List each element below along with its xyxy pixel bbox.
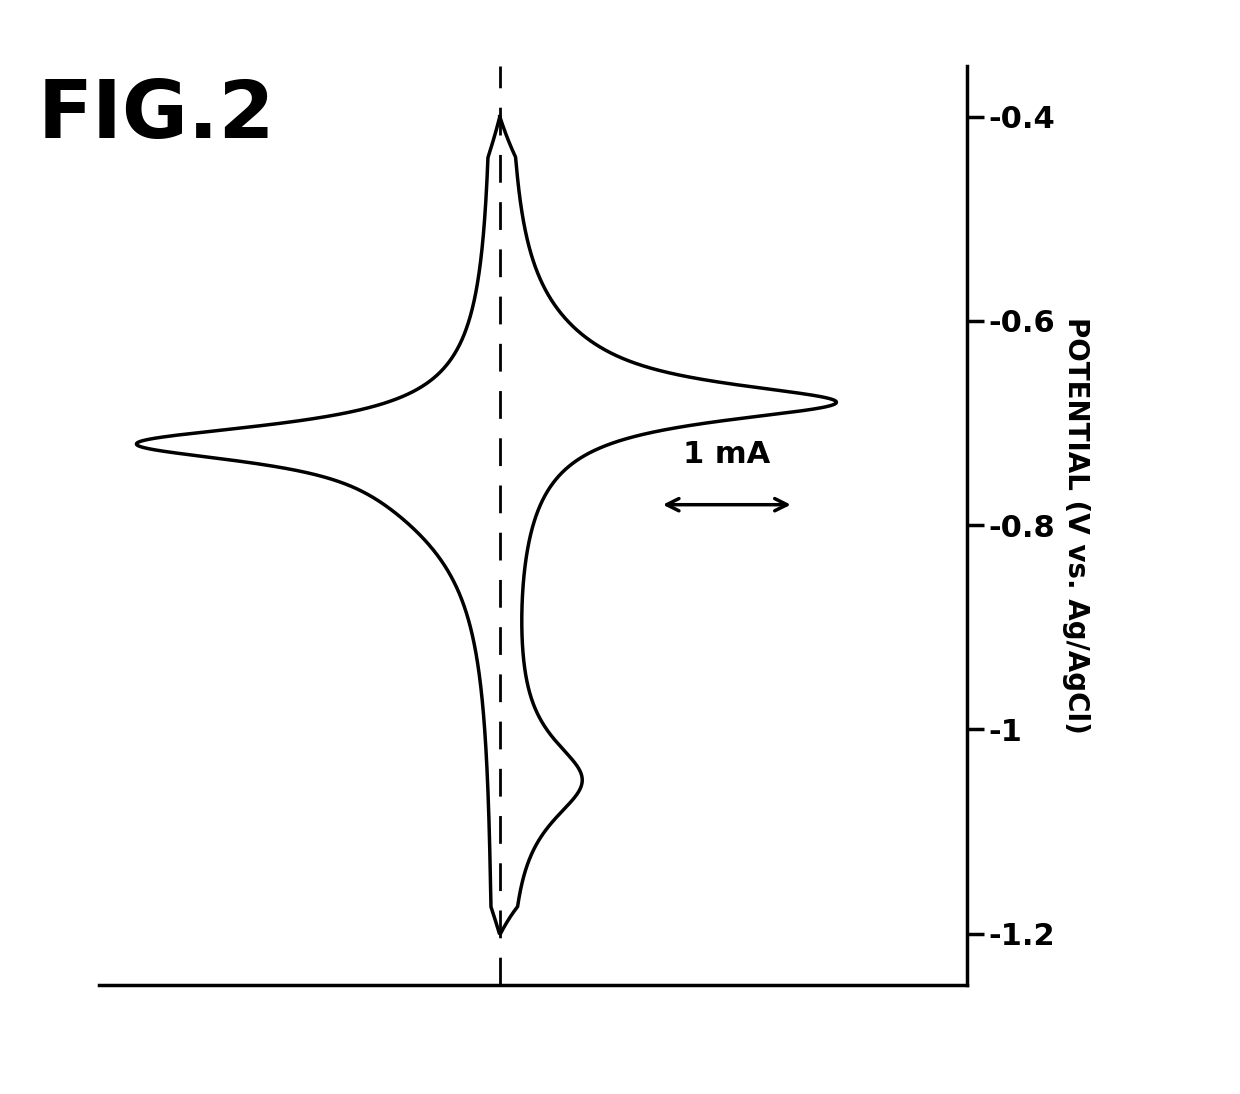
Text: FIG.2: FIG.2 — [37, 77, 275, 154]
Text: 1 mA: 1 mA — [683, 440, 770, 469]
Y-axis label: POTENTIAL (V vs. Ag/AgCl): POTENTIAL (V vs. Ag/AgCl) — [1063, 316, 1090, 734]
